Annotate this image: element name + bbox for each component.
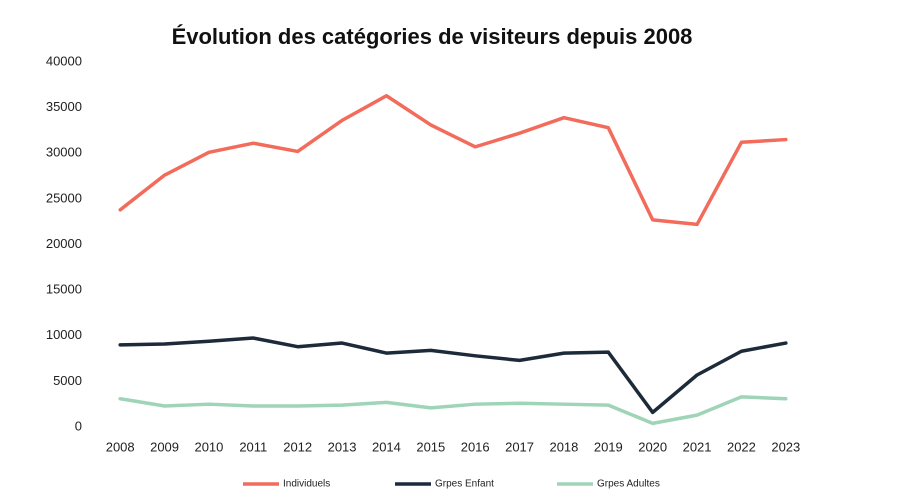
legend-label: Grpes Enfant bbox=[435, 479, 494, 490]
x-tick-label: 2009 bbox=[150, 439, 179, 454]
x-tick-label: 2012 bbox=[283, 439, 312, 454]
y-tick-label: 20000 bbox=[46, 236, 82, 251]
x-tick-label: 2016 bbox=[461, 439, 490, 454]
line-series bbox=[118, 395, 788, 426]
line-series bbox=[118, 336, 788, 415]
legend-label: Individuels bbox=[283, 479, 330, 490]
x-tick-label: 2013 bbox=[328, 439, 357, 454]
line-series bbox=[118, 94, 788, 227]
x-tick-label: 2010 bbox=[194, 439, 223, 454]
y-tick-label: 15000 bbox=[46, 282, 82, 297]
x-tick-label: 2023 bbox=[771, 439, 800, 454]
x-tick-label: 2008 bbox=[106, 439, 135, 454]
chart-title: Évolution des catégories de visiteurs de… bbox=[172, 24, 693, 49]
y-tick-label: 25000 bbox=[46, 190, 82, 205]
x-tick-label: 2021 bbox=[683, 439, 712, 454]
y-tick-label: 0 bbox=[75, 418, 82, 433]
y-tick-label: 35000 bbox=[46, 99, 82, 114]
y-tick-label: 40000 bbox=[46, 53, 82, 68]
y-tick-label: 30000 bbox=[46, 145, 82, 160]
x-tick-label: 2017 bbox=[505, 439, 534, 454]
legend-label: Grpes Adultes bbox=[597, 479, 660, 490]
x-tick-label: 2019 bbox=[594, 439, 623, 454]
x-tick-label: 2022 bbox=[727, 439, 756, 454]
x-tick-label: 2011 bbox=[239, 439, 267, 454]
y-tick-label: 10000 bbox=[46, 327, 82, 342]
y-tick-label: 5000 bbox=[53, 373, 82, 388]
x-tick-label: 2020 bbox=[638, 439, 667, 454]
x-tick-label: 2018 bbox=[549, 439, 578, 454]
x-tick-label: 2014 bbox=[372, 439, 401, 454]
x-tick-label: 2015 bbox=[416, 439, 445, 454]
